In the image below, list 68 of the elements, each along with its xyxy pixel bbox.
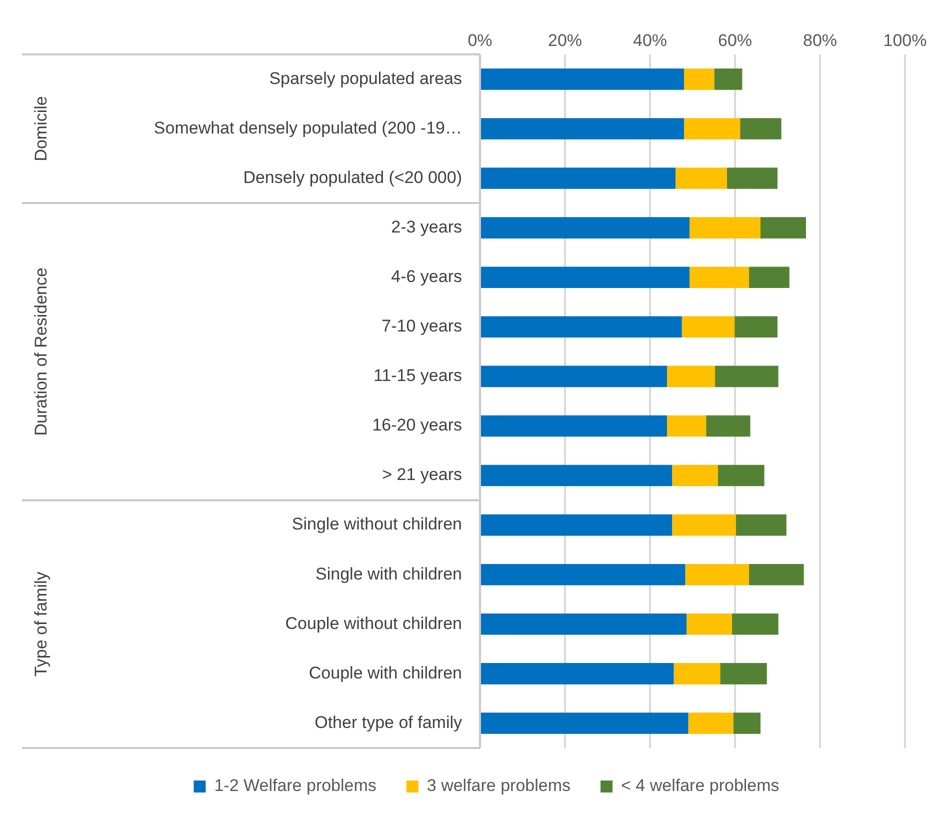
bar (481, 712, 688, 734)
y-tick-label: Sparsely populated areas (269, 68, 462, 88)
bar (481, 514, 672, 536)
y-tick-label: Somewhat densely populated (200 -19… (154, 118, 462, 138)
bar (733, 712, 760, 734)
bar (667, 366, 716, 388)
x-tick-label: 60% (718, 30, 752, 50)
y-tick-label: 7-10 years (382, 316, 462, 336)
bar (676, 168, 727, 189)
bar (720, 663, 767, 684)
y-tick-label: 2-3 years (391, 217, 462, 236)
y-tick-label: Single with children (316, 564, 462, 584)
bar (481, 415, 667, 437)
bar (686, 613, 732, 635)
bar (732, 613, 778, 635)
bar (481, 118, 684, 140)
bar (481, 663, 674, 684)
bar (760, 217, 806, 238)
y-tick-label: 16-20 years (372, 416, 462, 435)
x-tick-label: 0% (468, 30, 492, 50)
y-tick-label: > 21 years (382, 465, 462, 484)
x-tick-label: 20% (548, 30, 582, 50)
bar (481, 564, 686, 586)
y-tick-label: Single without children (292, 514, 462, 534)
x-tick-label: 100% (883, 30, 927, 50)
bar (715, 366, 778, 388)
bar (481, 217, 690, 238)
bar (736, 514, 786, 536)
bar (749, 564, 804, 586)
bar (481, 464, 672, 486)
y-tick-label: Couple with children (308, 663, 462, 682)
bar (749, 266, 790, 288)
bar (481, 366, 667, 388)
bar (690, 266, 750, 288)
bar (740, 118, 782, 140)
bar (706, 415, 750, 437)
y-tick-label: 4-6 years (391, 267, 462, 286)
text: Domicile (32, 96, 51, 162)
bar (481, 613, 687, 635)
bar (672, 514, 736, 536)
bar (684, 118, 740, 140)
y-tick-label: Couple without children (285, 614, 462, 633)
bar (674, 663, 720, 684)
bar (481, 316, 682, 338)
bar (481, 266, 690, 288)
bar (682, 316, 735, 338)
bar (684, 68, 714, 90)
y-tick-label: Densely populated (<20 000) (243, 168, 462, 187)
legend-label: 3 welfare problems (426, 776, 571, 796)
x-tick-label: 80% (802, 30, 838, 50)
y-tick-label: 11-15 years (373, 366, 462, 386)
bar (690, 217, 760, 238)
bar (734, 316, 778, 338)
bar (718, 464, 764, 486)
legend-label: 1-2 Welfare problems (214, 776, 376, 796)
bar (481, 68, 684, 90)
bar (481, 168, 676, 189)
bar (685, 564, 750, 586)
text: Type of family (32, 571, 51, 677)
bar (688, 712, 734, 734)
bar (726, 168, 778, 189)
legend-label: < 4 welfare problems (621, 776, 780, 796)
y-tick-label: Other type of family (314, 712, 462, 732)
x-tick-label: 40% (632, 30, 668, 50)
bar (714, 68, 742, 90)
bar (672, 464, 718, 486)
bar (667, 415, 706, 437)
text: Duration of Residence (32, 268, 51, 436)
